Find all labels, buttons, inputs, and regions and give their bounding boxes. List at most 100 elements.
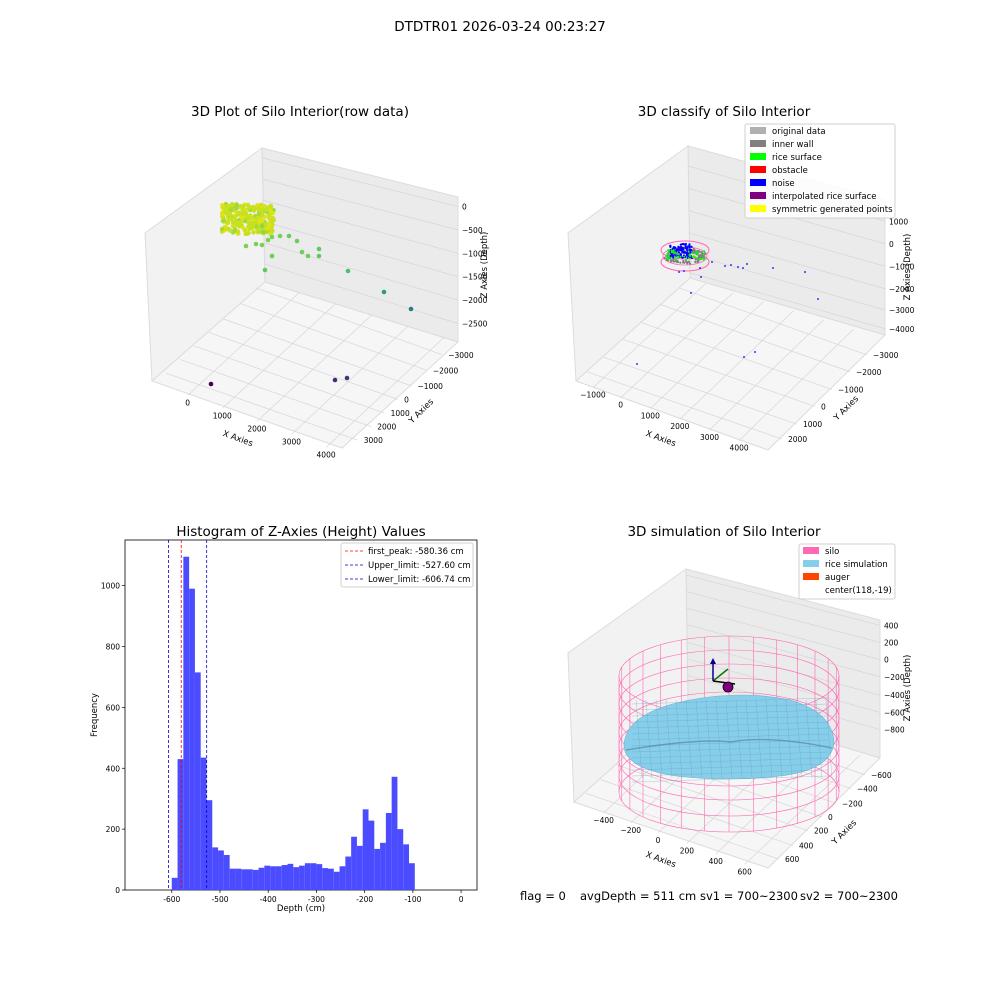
hist-bar xyxy=(339,866,346,890)
hist-bar xyxy=(385,813,392,890)
panel2-ytick: 2000 xyxy=(788,435,807,444)
panel2-xtick: 3000 xyxy=(700,433,719,442)
footer-sv1: sv1 = 700~2300 xyxy=(700,889,798,903)
rice-mesh-line xyxy=(631,697,829,705)
hist-xtick-label: 0 xyxy=(459,895,464,904)
panel2-point-wall xyxy=(671,259,674,262)
rice-mesh-line xyxy=(631,709,829,717)
panel1-xgrid xyxy=(256,314,373,422)
panel1-ytick: 1000 xyxy=(391,409,410,418)
hist-bar xyxy=(194,672,201,890)
panel1-point xyxy=(259,242,265,248)
panel1-point xyxy=(208,381,214,387)
panel2-zgrid xyxy=(689,253,886,311)
panel1-point xyxy=(246,216,251,221)
hist-bar xyxy=(258,867,265,890)
rice-mesh-line xyxy=(655,699,663,779)
hist-bar xyxy=(275,866,282,890)
panel2-ygrid xyxy=(679,287,868,356)
panel1-zgrid xyxy=(263,221,459,278)
panel2-legend-swatch xyxy=(750,192,766,199)
panel4-ztick: −200 xyxy=(884,673,905,682)
panel1-point xyxy=(259,218,265,224)
panel2-ztick: 1000 xyxy=(889,217,908,226)
panel1-point xyxy=(247,204,252,210)
panel2-point-wall xyxy=(696,260,699,263)
panel2-point-rice xyxy=(665,254,668,257)
rice-mesh-line xyxy=(745,699,753,779)
hist-bar xyxy=(310,863,317,890)
panel3-legend: first_peak: -580.36 cm Upper_limit: -527.… xyxy=(340,542,474,588)
panel2-xgrid xyxy=(709,319,824,431)
panel2-ring xyxy=(660,240,710,260)
hist-bar xyxy=(409,863,415,890)
footer-flag: flag = 0 xyxy=(520,889,566,903)
panel1-point xyxy=(230,202,235,208)
panel3-vlines xyxy=(168,540,208,890)
hist-bar xyxy=(189,588,195,890)
panel2-legend-box xyxy=(744,123,896,219)
panel4-legend-swatch xyxy=(803,573,819,580)
panel2-legend-swatch xyxy=(750,153,766,160)
panel4-ytick: 400 xyxy=(799,841,814,850)
panel2-point-rice xyxy=(691,252,694,255)
panel2-point-rice xyxy=(683,255,686,258)
panel4-zgrid xyxy=(686,607,881,660)
panel2-point-noise xyxy=(683,270,685,272)
panel2-point-noise xyxy=(746,263,748,265)
panel2-xgrid xyxy=(620,292,734,398)
panel1-ylabel: Y Axies xyxy=(406,397,436,427)
panel1-point xyxy=(408,306,414,312)
panel2-point-rice xyxy=(687,257,690,260)
panel2-point-noise xyxy=(730,264,732,266)
panel2-point-rice xyxy=(667,250,670,253)
hist-ytick-label: 0 xyxy=(115,886,120,895)
panel1-zgrid xyxy=(264,263,459,324)
panel4-ztick: −400 xyxy=(884,691,905,700)
panel2-point-noise xyxy=(742,267,744,269)
panel1-point xyxy=(345,268,351,274)
panel1-xtick: 2000 xyxy=(247,424,266,433)
hist-bar xyxy=(322,868,329,890)
rice-mesh-line xyxy=(705,699,713,779)
panel4-title: 3D simulation of Silo Interior xyxy=(627,524,821,540)
panel2-point-rice xyxy=(674,258,677,261)
panel2-xtick: 0 xyxy=(618,401,623,410)
panel2-legend-swatch xyxy=(750,166,766,173)
panel2-point-noise xyxy=(671,247,675,250)
panel4-xtick: −200 xyxy=(620,826,641,835)
panel2-point-noise xyxy=(681,250,684,253)
panel4-ytick: 600 xyxy=(785,855,800,864)
panel4-ylabel: Y Axies xyxy=(829,818,859,848)
panel3-title: Histogram of Z-Axies (Height) Values xyxy=(176,524,425,540)
panel-classify-scatter: 3D classify of Silo Interior −1000 0 1000 2… xyxy=(567,104,915,453)
panel4-legend-swatch xyxy=(803,547,819,554)
rice-mesh-line xyxy=(631,775,829,783)
panel1-points xyxy=(208,201,414,387)
panel2-point-noise xyxy=(817,298,819,300)
panel2-point-noise xyxy=(681,242,685,246)
rice-mesh-line xyxy=(631,763,829,771)
panel2-point-noise xyxy=(677,245,680,248)
panel4-zgrid xyxy=(686,591,881,643)
panel2-point-rice xyxy=(666,252,669,255)
panel1-point xyxy=(271,218,276,223)
figure-title: DTDTR01 2026-03-24 00:23:27 xyxy=(394,19,606,35)
panel2-point-rice xyxy=(677,255,680,258)
hist-bar xyxy=(223,855,230,890)
panel2-point-noise xyxy=(677,248,680,252)
rice-mesh-line xyxy=(725,699,733,779)
panel2-point-noise xyxy=(804,271,806,273)
panel1-xtick: 0 xyxy=(185,398,190,407)
rice-mesh-line xyxy=(631,721,829,729)
hist-bar xyxy=(362,809,369,890)
panel1-xtick: 3000 xyxy=(282,437,301,446)
panel2-point-noise xyxy=(743,356,745,358)
rice-mesh-line xyxy=(825,699,833,779)
panel2-point-rice xyxy=(689,253,692,256)
panel2-point-noise xyxy=(679,243,683,246)
hist-bar xyxy=(212,847,219,890)
hist-xtick-label: -400 xyxy=(260,895,277,904)
rice-ridge xyxy=(625,738,833,751)
panel2-ygrid xyxy=(603,356,798,425)
